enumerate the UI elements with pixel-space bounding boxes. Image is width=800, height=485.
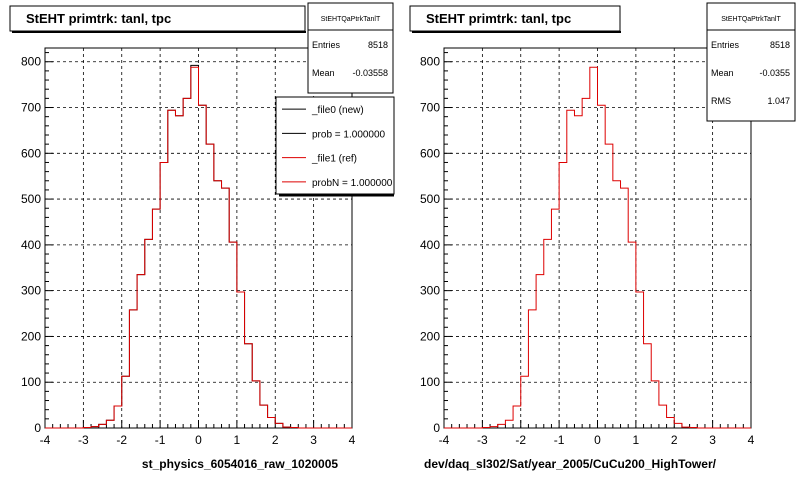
p1-x-tick-label-4: 0 bbox=[195, 433, 202, 447]
p1-stats-label-1: Mean bbox=[312, 68, 335, 78]
p1-chart-title: StEHT primtrk: tanl, tpc bbox=[26, 11, 171, 26]
p1-y-tick-label-1: 100 bbox=[21, 375, 41, 389]
p2-stats-label-2: RMS bbox=[711, 96, 731, 106]
p1-x-tick-label-0: -4 bbox=[40, 433, 51, 447]
p2-x-tick-label-1: -3 bbox=[477, 433, 488, 447]
p2-series-0-histogram bbox=[444, 66, 751, 429]
p2-x-tick-label-5: 1 bbox=[633, 433, 640, 447]
p2-y-tick-label-2: 200 bbox=[420, 329, 440, 343]
p2-plot-frame bbox=[443, 47, 752, 429]
p1-y-tick-label-5: 500 bbox=[21, 192, 41, 206]
p2-chart-title: StEHT primtrk: tanl, tpc bbox=[426, 11, 571, 26]
p1-legend-box bbox=[275, 96, 395, 195]
p2-x-axis-label: dev/daq_sl302/Sat/year_2005/CuCu200_High… bbox=[424, 457, 717, 471]
p2-y-tick-label-1: 100 bbox=[420, 375, 440, 389]
p1-legend-label-3: probN = 1.000000 bbox=[312, 178, 393, 189]
p2-stats-value-0: 8518 bbox=[770, 40, 790, 50]
p2-x-tick-label-6: 2 bbox=[671, 433, 678, 447]
p1-x-axis-label: st_physics_6054016_raw_1020005 bbox=[142, 457, 338, 471]
p1-y-tick-label-2: 200 bbox=[21, 329, 41, 343]
p1-y-tick-label-8: 800 bbox=[21, 55, 41, 69]
p1-stats-value-0: 8518 bbox=[368, 40, 388, 50]
p2-y-tick-label-5: 500 bbox=[420, 192, 440, 206]
p2-x-tick-label-2: -2 bbox=[515, 433, 526, 447]
p1-x-tick-label-2: -2 bbox=[116, 433, 127, 447]
p2-x-tick-label-8: 4 bbox=[748, 433, 755, 447]
p1-y-tick-label-7: 700 bbox=[21, 101, 41, 115]
p2-x-tick-label-7: 3 bbox=[709, 433, 716, 447]
p1-legend-label-2: _file1 (ref) bbox=[311, 154, 357, 165]
p1-x-tick-label-7: 3 bbox=[310, 433, 317, 447]
p1-stats-value-1: -0.03558 bbox=[352, 68, 388, 78]
p2-stats-box bbox=[706, 2, 796, 122]
p2-y-tick-label-0: 0 bbox=[433, 421, 440, 435]
p1-x-tick-label-6: 2 bbox=[272, 433, 279, 447]
p2-x-tick-label-4: 0 bbox=[594, 433, 601, 447]
p1-y-tick-label-6: 600 bbox=[21, 146, 41, 160]
p2-stats-name: StEHTQaPtrkTanlT bbox=[721, 16, 781, 23]
p2-stats-label-1: Mean bbox=[711, 68, 734, 78]
p2-x-tick-label-3: -1 bbox=[554, 433, 565, 447]
p2-y-tick-label-7: 700 bbox=[420, 101, 440, 115]
p2-stats-value-2: 1.047 bbox=[767, 96, 790, 106]
p1-stats-label-0: Entries bbox=[312, 40, 341, 50]
p1-x-tick-label-8: 4 bbox=[349, 433, 356, 447]
p2-y-tick-label-6: 600 bbox=[420, 146, 440, 160]
p1-series-1-histogram bbox=[45, 66, 352, 429]
p1-stats-box bbox=[307, 2, 394, 94]
p2-y-tick-label-4: 400 bbox=[420, 238, 440, 252]
p2-title-box bbox=[409, 5, 621, 32]
p1-y-tick-label-0: 0 bbox=[34, 421, 41, 435]
p2-y-tick-label-8: 800 bbox=[420, 55, 440, 69]
p1-x-tick-label-5: 1 bbox=[234, 433, 241, 447]
p1-legend-label-1: prob = 1.000000 bbox=[312, 129, 386, 140]
p1-x-tick-label-3: -1 bbox=[155, 433, 166, 447]
p1-stats-name: StEHTQaPtrkTanlT bbox=[321, 16, 381, 23]
p1-legend-label-0: _file0 (new) bbox=[311, 105, 364, 116]
p2-stats-value-1: -0.0355 bbox=[759, 68, 790, 78]
p1-y-tick-label-3: 300 bbox=[21, 284, 41, 298]
p2-stats-label-0: Entries bbox=[711, 40, 740, 50]
p2-x-tick-label-0: -4 bbox=[439, 433, 450, 447]
p1-x-tick-label-1: -3 bbox=[78, 433, 89, 447]
p1-y-tick-label-4: 400 bbox=[21, 238, 41, 252]
p2-y-tick-label-3: 300 bbox=[420, 284, 440, 298]
